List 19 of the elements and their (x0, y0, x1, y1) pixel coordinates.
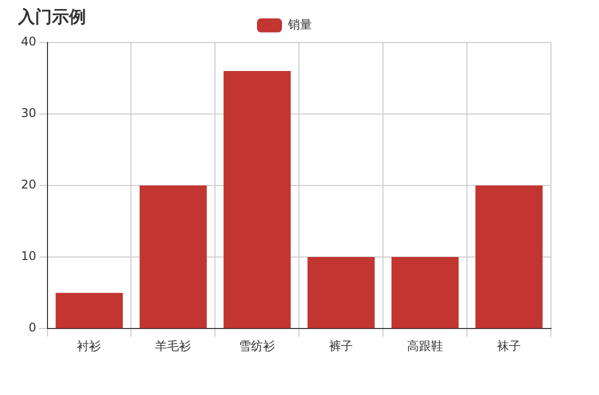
bar (475, 186, 543, 328)
x-tick-label: 羊毛衫 (155, 338, 192, 353)
bar (140, 186, 207, 328)
y-tick-label: 40 (20, 34, 36, 49)
x-tick-label: 裤子 (329, 338, 354, 353)
bar (224, 71, 291, 328)
y-tick-label: 30 (20, 106, 36, 120)
y-tick-label: 10 (20, 249, 36, 264)
bar (56, 292, 123, 328)
bar (391, 257, 459, 328)
y-tick-label: 0 (28, 320, 36, 335)
x-tick-label: 袜子 (497, 338, 522, 353)
x-tick-label: 衬衫 (77, 338, 102, 353)
bar (308, 257, 375, 328)
chart-title: 入门示例 (17, 8, 86, 28)
x-tick-label: 高跟鞋 (407, 338, 444, 353)
x-tick-label: 雪纺衫 (239, 338, 276, 353)
legend-label: 销量 (287, 18, 312, 32)
y-tick-label: 20 (20, 178, 36, 192)
